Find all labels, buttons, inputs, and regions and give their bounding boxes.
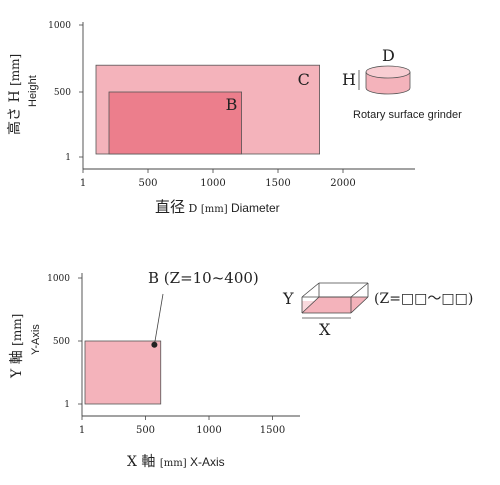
x-axis-label: X 軸 [mm] X-Axis [127,454,225,470]
illus-label-y: Y [282,289,294,308]
box-front-fill [302,301,351,313]
x-label-jp: X 軸 [127,454,160,470]
x-label-var: D [185,202,201,215]
x-tick-label: 1500 [260,425,285,436]
x-tick-label: 500 [136,425,155,436]
range-label-b: B [226,95,238,114]
box-edge [350,296,369,314]
y-axis-label-en: Y-Axis [30,324,42,355]
x-tick-label: 1000 [200,178,225,189]
illus-label-x: X [319,320,331,339]
illus-label-d: D [382,46,395,65]
y-tick-label: 1 [65,153,71,163]
x-label-en: X-Axis [187,455,225,469]
rotary-grinder-illustration: D H Rotary surface grinder [342,46,462,121]
y-label-unit: [mm] [8,54,22,86]
illus-caption: Rotary surface grinder [353,109,462,121]
chart1-ranges [95,64,321,155]
x-axis-label: 直径 D [mm] Diameter [155,198,280,216]
chart1-labels: C B 直径 D [mm] Diameter 高さ H [mm] Height [6,54,310,216]
y-tick-label: 500 [54,88,71,98]
box-edge [301,282,320,298]
x-tick-label: 1 [80,178,86,189]
y-label-jp: Y 軸 [9,346,25,379]
y-axis-label: 高さ H [mm] [6,54,23,135]
xyz-box-illustration: Y X (Z=□□〜□□) [282,282,473,339]
x-label-en: Diameter [228,201,280,215]
y-axis-label: Y 軸 [mm] [9,314,25,379]
x-label-unit: [mm] [160,458,187,469]
y-tick-label: 1000 [47,274,70,284]
annotation-leader [153,293,164,345]
x-tick-label: 2000 [330,178,355,189]
x-label-jp: 直径 [155,198,185,216]
range-rect-b [84,340,162,405]
annotation-point [151,341,158,348]
chart2-labels: B (Z=10~400) X 軸 [mm] X-Axis Y 軸 [mm] Y-Axi… [9,269,259,470]
annotation-text: B (Z=10~400) [148,269,259,287]
illus-label-h: H [342,70,356,89]
chart2-ranges [84,340,162,405]
box-edge [301,296,320,314]
illus-caption: (Z=□□〜□□) [374,291,473,307]
y-tick-label: 500 [53,337,70,347]
y-label-unit: [mm] [10,314,24,346]
range-label-c: C [298,70,310,89]
range-rect-b [108,91,243,155]
box-edge [350,282,369,298]
x-tick-label: 1000 [196,425,221,436]
x-label-unit: [mm] [201,204,228,215]
y-tick-label: 1 [64,400,70,410]
y-tick-label: 1000 [48,21,71,31]
x-tick-label: 500 [138,178,157,189]
y-label-jp: 高さ H [6,86,23,135]
x-tick-label: 1 [79,425,85,436]
x-tick-label: 1500 [265,178,290,189]
y-axis-label-en: Height [27,75,39,107]
cylinder-top [365,65,411,79]
